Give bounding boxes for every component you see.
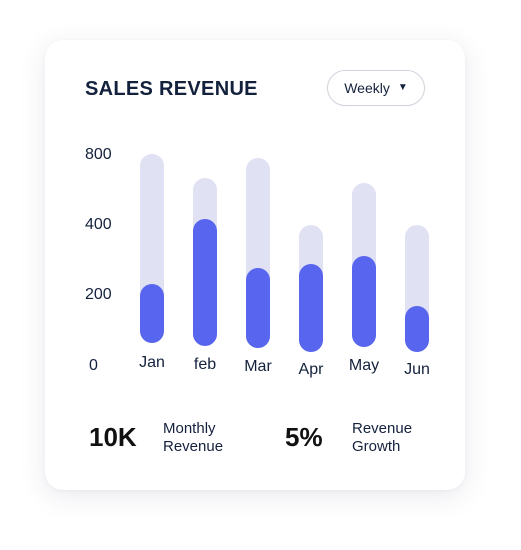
y-tick-800: 800 xyxy=(85,146,112,163)
bar-fill-mar[interactable] xyxy=(246,268,270,348)
revenue-growth-value: 5% xyxy=(285,422,323,452)
card-title: SALES REVENUE xyxy=(85,78,258,100)
bar-fill-may[interactable] xyxy=(352,256,376,347)
bar-fill-jan[interactable] xyxy=(140,284,164,343)
y-tick-400: 400 xyxy=(85,216,112,233)
revenue-growth-label-line2: Growth xyxy=(352,438,401,455)
y-tick-200: 200 xyxy=(85,286,112,303)
x-label-jan: Jan xyxy=(139,354,165,371)
bar-fill-apr[interactable] xyxy=(299,264,323,352)
revenue-growth-label: Revenue Growth xyxy=(352,420,412,456)
monthly-revenue-label: Monthly Revenue xyxy=(163,420,223,456)
monthly-revenue-value: 10K xyxy=(89,422,137,452)
sales-revenue-card: SALES REVENUE Weekly ▼ 800 400 200 0 Jan… xyxy=(45,40,465,490)
monthly-revenue-label-line1: Monthly xyxy=(163,420,216,437)
x-label-feb: feb xyxy=(193,356,217,373)
bar-fill-feb[interactable] xyxy=(193,219,217,346)
x-label-mar: Mar xyxy=(244,358,272,375)
period-dropdown-value: Weekly xyxy=(344,80,390,96)
x-label-apr: Apr xyxy=(298,361,324,378)
caret-down-icon: ▼ xyxy=(397,82,408,93)
bar-fill-jun[interactable] xyxy=(405,306,429,352)
y-tick-0: 0 xyxy=(89,357,98,374)
monthly-revenue-label-line2: Revenue xyxy=(163,438,224,455)
period-dropdown[interactable]: Weekly ▼ xyxy=(327,70,425,106)
x-label-may: May xyxy=(348,357,380,374)
x-label-jun: Jun xyxy=(404,361,430,378)
revenue-growth-label-line1: Revenue xyxy=(352,420,413,437)
